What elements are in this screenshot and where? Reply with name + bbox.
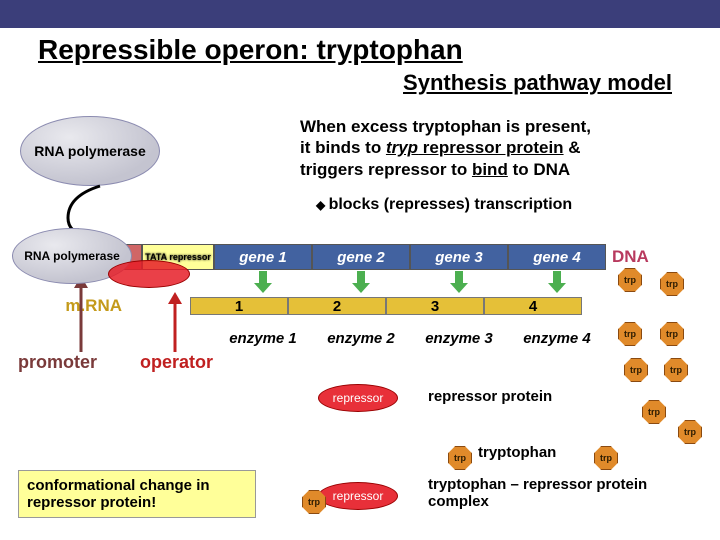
- up-arrow-icon: [72, 276, 90, 352]
- gene-box-1: gene 1: [214, 244, 312, 270]
- gene-box-4: gene 4: [508, 244, 606, 270]
- trp-octagon: trp: [302, 490, 326, 514]
- enzyme-row: enzyme 1 enzyme 2 enzyme 3 enzyme 4: [214, 330, 606, 347]
- mrna-label: m.RNA: [0, 296, 122, 316]
- promoter-label: promoter: [18, 352, 97, 373]
- legend-tryptophan: tryptophan: [478, 444, 556, 461]
- legend-repressor: repressor protein: [428, 388, 552, 405]
- complex-legend-ellipse: repressor: [318, 482, 398, 510]
- repressor-legend-ellipse: repressor: [318, 384, 398, 412]
- desc-line3b: to DNA: [508, 160, 570, 179]
- down-arrow-icon: [450, 271, 468, 291]
- trp-octagon: trp: [660, 272, 684, 296]
- desc-line2b: repressor protein: [418, 138, 564, 157]
- mrna-box-3: 3: [386, 297, 484, 315]
- desc-line3a: triggers repressor to: [300, 160, 472, 179]
- top-bar: [0, 0, 720, 28]
- rnap-label-2: RNA polymerase: [24, 249, 120, 263]
- up-arrow-icon: [166, 292, 184, 352]
- down-arrow-icon: [548, 271, 566, 291]
- gene-box-2: gene 2: [312, 244, 410, 270]
- desc-line1: When excess tryptophan is present,: [300, 117, 591, 136]
- trp-octagon: trp: [678, 420, 702, 444]
- trp-octagon: trp: [664, 358, 688, 382]
- desc-line2a: it binds to: [300, 138, 386, 157]
- trp-octagon: trp: [618, 322, 642, 346]
- trp-octagon: trp: [448, 446, 472, 470]
- desc-tryp: tryp: [386, 138, 418, 157]
- slide-subtitle: Synthesis pathway model: [0, 66, 720, 96]
- dna-label: DNA: [612, 247, 649, 267]
- conformational-box: conformational change in repressor prote…: [18, 470, 256, 518]
- mrna-row: m.RNA 1 2 3 4: [0, 296, 720, 316]
- trp-octagon: trp: [660, 322, 684, 346]
- mrna-box-2: 2: [288, 297, 386, 315]
- bullet-blocks: blocks (represses) transcription: [316, 196, 572, 214]
- enzyme-4: enzyme 4: [508, 330, 606, 347]
- gene-box-3: gene 3: [410, 244, 508, 270]
- down-arrow-icon: [254, 271, 272, 291]
- trp-octagon: trp: [624, 358, 648, 382]
- trp-octagon: trp: [594, 446, 618, 470]
- rnap-label-1: RNA polymerase: [34, 143, 146, 159]
- desc-bind: bind: [472, 160, 508, 179]
- trp-octagon: trp: [642, 400, 666, 424]
- down-arrow-icon: [352, 271, 370, 291]
- mrna-box-1: 1: [190, 297, 288, 315]
- enzyme-1: enzyme 1: [214, 330, 312, 347]
- enzyme-3: enzyme 3: [410, 330, 508, 347]
- description: When excess tryptophan is present, it bi…: [300, 116, 690, 180]
- desc-line2c: &: [564, 138, 581, 157]
- mrna-box-4: 4: [484, 297, 582, 315]
- trp-octagon: trp: [618, 268, 642, 292]
- operator-ellipse: [108, 260, 190, 288]
- operator-label: operator: [140, 352, 213, 373]
- rna-polymerase-top: RNA polymerase: [20, 116, 160, 186]
- slide-title: Repressible operon: tryptophan: [0, 28, 720, 66]
- enzyme-2: enzyme 2: [312, 330, 410, 347]
- legend-complex: tryptophan – repressor protein complex: [428, 476, 688, 511]
